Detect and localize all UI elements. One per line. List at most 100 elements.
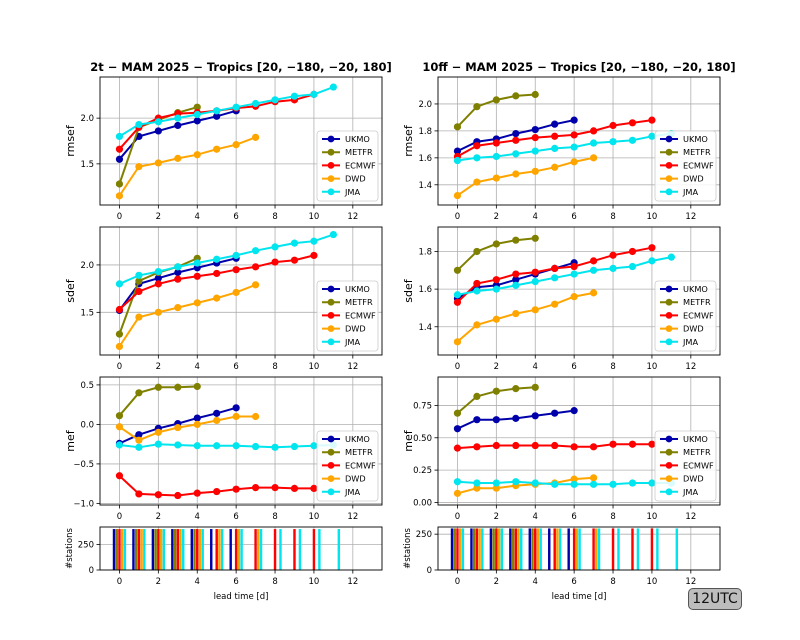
y-tick-label: 0.5 xyxy=(80,381,94,391)
point-ecmwf xyxy=(512,270,520,278)
y-tick-label: 1.6 xyxy=(418,154,432,164)
bar-jma xyxy=(298,529,302,570)
bar-jma xyxy=(481,528,484,570)
point-dwd xyxy=(213,416,221,425)
point-jma xyxy=(290,442,299,451)
x-tick-label: 8 xyxy=(272,512,277,522)
point-metfr xyxy=(115,330,124,338)
x-tick-label: 4 xyxy=(533,212,538,222)
point-dwd xyxy=(154,428,162,436)
bar-metfr xyxy=(154,529,157,570)
point-ukmo xyxy=(115,155,124,163)
y-tick-label: 1.8 xyxy=(418,247,432,257)
point-jma xyxy=(492,479,500,487)
y-tick-label: 1.5 xyxy=(80,308,94,318)
panel-title: 2t − MAM 2025 − Tropics [20, −180, −20, … xyxy=(90,60,392,74)
bar-ukmo xyxy=(528,528,532,570)
point-ukmo xyxy=(512,414,520,422)
bar-ukmo xyxy=(190,529,194,570)
bar-dwd xyxy=(120,529,124,570)
bar-ukmo xyxy=(171,529,174,570)
bar-jma xyxy=(500,528,504,570)
x-tick-label: 10 xyxy=(309,512,320,522)
legend-label-ukmo: UKMO xyxy=(345,284,370,294)
point-jma xyxy=(251,442,260,451)
legend: UKMO METFR ECMWF DWD JMA xyxy=(654,280,717,352)
point-jma xyxy=(290,239,299,247)
point-ecmwf xyxy=(609,121,617,130)
axes-frame xyxy=(99,76,383,206)
y-tick-label: 0.25 xyxy=(413,466,432,476)
legend-label-metfr: METFR xyxy=(345,447,373,457)
y-axis-label: mef xyxy=(64,429,77,451)
legend-label-ecmwf: ECMWF xyxy=(683,310,714,320)
point-ecmwf xyxy=(115,145,124,153)
legend-label-metfr: METFR xyxy=(683,147,711,157)
legend-label-ukmo: UKMO xyxy=(683,134,708,144)
series-line-ecmwf xyxy=(118,93,315,150)
point-ecmwf xyxy=(174,275,182,283)
legend-label-dwd: DWD xyxy=(683,324,704,334)
bar-jma xyxy=(636,528,640,570)
point-ukmo xyxy=(154,127,162,135)
point-jma xyxy=(609,480,617,488)
point-ecmwf xyxy=(589,257,598,265)
point-dwd xyxy=(251,133,260,141)
point-jma xyxy=(329,230,337,239)
y-axis-label: rmsef xyxy=(402,124,415,157)
y-axis-label: #stations xyxy=(403,528,413,569)
legend-label-jma: JMA xyxy=(344,187,360,197)
point-metfr xyxy=(531,90,539,99)
point-ukmo xyxy=(213,112,221,120)
legend-label-jma: JMA xyxy=(344,337,360,347)
bar-metfr xyxy=(173,529,177,570)
point-dwd xyxy=(213,145,221,153)
point-jma xyxy=(667,253,675,261)
point-dwd xyxy=(473,484,481,492)
point-jma xyxy=(648,479,656,487)
chart-rmsef: 0 2 4 6 8 10 12 1.4 1.6 1.8 2.0 rmsef UKMO METFR ECMWF… xyxy=(402,76,721,222)
y-tick-label: 0.50 xyxy=(413,434,432,444)
point-ukmo xyxy=(193,117,201,125)
point-ecmwf xyxy=(310,251,318,260)
point-jma xyxy=(193,442,201,450)
y-axis-label: sdef xyxy=(64,278,77,302)
point-ecmwf xyxy=(628,119,637,127)
point-ecmwf xyxy=(232,485,240,493)
x-tick-label: 12 xyxy=(685,512,696,522)
point-dwd xyxy=(473,178,481,186)
bar-ecmwf xyxy=(157,529,160,570)
point-jma xyxy=(193,259,201,267)
bar-jma xyxy=(656,528,659,570)
point-ukmo xyxy=(570,116,578,124)
legend-label-ukmo: UKMO xyxy=(345,134,370,144)
point-metfr xyxy=(492,240,500,248)
bar-ukmo xyxy=(470,528,473,570)
chart-mef: 0 2 4 6 8 10 12 0.00 0.25 0.50 0.75 mef UKMO METFR ECM… xyxy=(402,376,721,522)
point-jma xyxy=(512,150,520,158)
point-jma xyxy=(609,138,617,146)
axes-frame xyxy=(99,526,383,571)
legend: UKMO METFR ECMWF DWD JMA xyxy=(654,430,717,502)
bar-jma xyxy=(558,528,562,570)
point-jma xyxy=(310,442,318,450)
bar-jma xyxy=(578,528,581,570)
bar-ukmo xyxy=(489,528,493,570)
legend-marker-ecmwf xyxy=(327,312,335,319)
point-ecmwf xyxy=(512,136,520,144)
point-ecmwf xyxy=(174,491,182,500)
legend: UKMO METFR ECMWF DWD JMA xyxy=(316,130,379,202)
bar-dwd xyxy=(458,528,462,570)
point-ecmwf xyxy=(492,441,500,450)
x-tick-label: 10 xyxy=(309,212,320,222)
x-tick-label: 8 xyxy=(610,362,615,372)
series-line-jma xyxy=(457,132,672,162)
bar-jma xyxy=(182,529,185,570)
x-tick-label: 6 xyxy=(233,212,238,222)
bar-dwd xyxy=(575,528,579,570)
x-tick-label: 2 xyxy=(494,362,499,372)
point-jma xyxy=(271,96,279,104)
point-metfr xyxy=(512,236,520,244)
bar-dwd xyxy=(497,528,501,570)
